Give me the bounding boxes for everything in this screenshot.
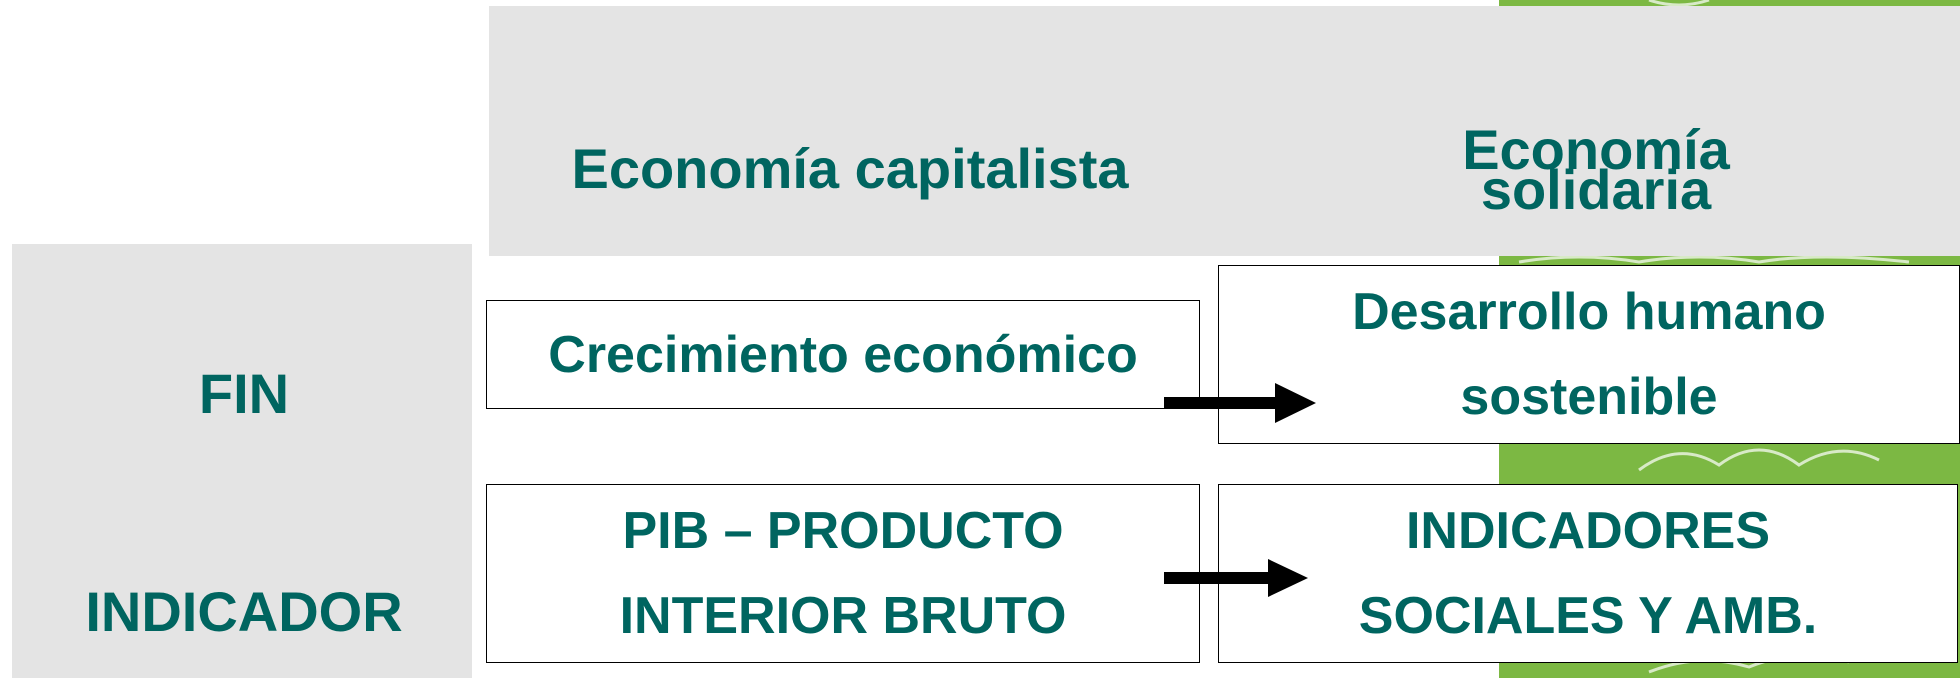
pattern — [1518, 0, 1910, 674]
column-header: Economía solidaria — [1462, 118, 1730, 221]
cell-box: Crecimiento económico — [486, 300, 1200, 409]
side-band — [12, 244, 472, 678]
column-header-line: Economía — [1462, 118, 1730, 181]
row-label: INDICADOR — [85, 580, 403, 643]
cell-box: Desarrollo humano sostenible — [1218, 265, 1960, 444]
cell-text: SOCIALES Y AMB. — [1358, 586, 1818, 645]
cell-box: PIB – PRODUCTO INTERIOR BRUTO — [486, 484, 1200, 663]
column-header-line: solidaria — [1480, 158, 1712, 221]
row-label: FIN — [198, 362, 290, 425]
arrow-head — [1275, 383, 1316, 423]
cell-text: INTERIOR BRUTO — [619, 586, 1067, 645]
arrow-shaft — [1164, 397, 1279, 409]
cell-text: sostenible — [1460, 367, 1718, 426]
column-header: Economía capitalista — [571, 137, 1129, 200]
header-band — [489, 6, 1960, 256]
cell-text: Crecimiento económico — [548, 325, 1138, 384]
cell-text: PIB – PRODUCTO — [622, 501, 1064, 560]
arrow-shaft — [1164, 572, 1272, 584]
arrow-head — [1268, 559, 1308, 597]
cell-text: INDICADORES — [1405, 501, 1771, 560]
cell-text: Desarrollo humano — [1352, 282, 1826, 341]
cell-box: INDICADORES SOCIALES Y AMB. — [1218, 484, 1958, 663]
